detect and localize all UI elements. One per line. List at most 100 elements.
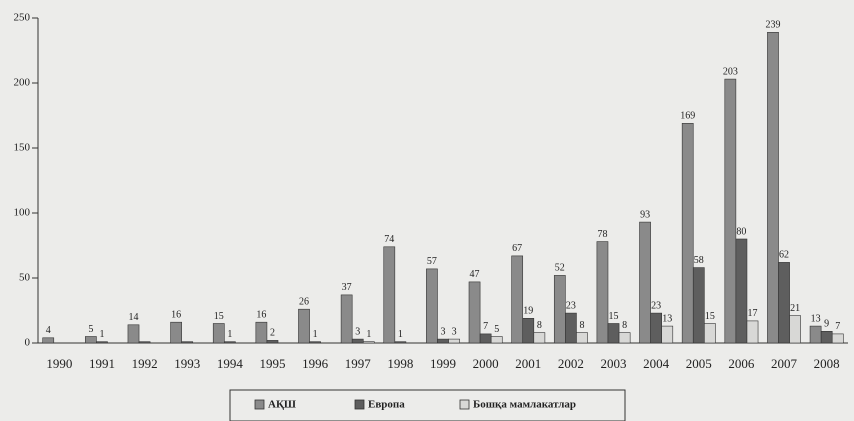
y-tick-label: 50 bbox=[19, 272, 31, 284]
y-tick-label: 250 bbox=[14, 12, 31, 24]
bar bbox=[735, 238, 748, 344]
bar bbox=[394, 341, 407, 344]
x-tick-label: 1999 bbox=[430, 356, 456, 371]
value-label: 80 bbox=[736, 226, 746, 237]
value-label: 169 bbox=[680, 111, 695, 122]
value-label: 21 bbox=[790, 303, 800, 314]
bar bbox=[138, 341, 151, 344]
bar bbox=[576, 332, 588, 344]
bar bbox=[565, 312, 577, 344]
bar bbox=[224, 341, 236, 344]
x-tick-label: 2005 bbox=[686, 356, 712, 371]
y-tick-label: 100 bbox=[14, 207, 31, 219]
x-tick-label: 2004 bbox=[643, 356, 670, 371]
bar bbox=[181, 341, 194, 344]
value-label: 93 bbox=[640, 209, 650, 220]
x-tick-label: 2007 bbox=[771, 356, 798, 371]
y-tick-label: 150 bbox=[14, 142, 31, 154]
value-label: 203 bbox=[723, 66, 738, 77]
x-tick-label: 2000 bbox=[473, 356, 499, 371]
value-label: 3 bbox=[452, 326, 457, 337]
x-tick-label: 2006 bbox=[728, 356, 755, 371]
value-label: 52 bbox=[555, 263, 565, 274]
value-label: 2 bbox=[270, 328, 275, 339]
bar bbox=[661, 325, 674, 344]
value-label: 58 bbox=[694, 255, 704, 266]
value-label: 7 bbox=[483, 321, 488, 332]
legend-label: Европа bbox=[368, 399, 405, 411]
value-label: 8 bbox=[622, 320, 627, 331]
bar bbox=[650, 312, 662, 344]
legend-box bbox=[229, 389, 626, 421]
value-label: 5 bbox=[494, 324, 499, 335]
x-tick-label: 1993 bbox=[174, 356, 200, 371]
value-label: 16 bbox=[256, 309, 266, 320]
bar bbox=[42, 337, 55, 344]
y-tick-label: 200 bbox=[14, 77, 31, 89]
bar bbox=[618, 332, 631, 344]
bar bbox=[767, 31, 779, 344]
value-label: 5 bbox=[88, 324, 93, 335]
bar bbox=[85, 336, 97, 344]
value-label: 7 bbox=[835, 321, 840, 332]
value-label: 15 bbox=[705, 311, 715, 322]
value-label: 62 bbox=[779, 250, 789, 261]
value-label: 1 bbox=[227, 329, 232, 340]
bar bbox=[704, 323, 716, 344]
value-label: 1 bbox=[313, 329, 318, 340]
x-tick-label: 1990 bbox=[46, 356, 72, 371]
value-label: 23 bbox=[566, 300, 576, 311]
bar bbox=[96, 341, 108, 344]
bar bbox=[778, 262, 790, 344]
bar bbox=[553, 275, 566, 344]
bar bbox=[362, 341, 375, 344]
bar bbox=[309, 341, 321, 344]
bar bbox=[639, 221, 651, 344]
value-label: 239 bbox=[765, 20, 780, 31]
bar bbox=[383, 246, 396, 344]
legend-label: Бошқа мамлакатлар bbox=[473, 399, 576, 411]
x-tick-label: 2001 bbox=[515, 356, 541, 371]
bar bbox=[607, 323, 620, 344]
value-label: 8 bbox=[579, 320, 584, 331]
bar bbox=[426, 268, 438, 344]
value-label: 4 bbox=[46, 325, 51, 336]
bar bbox=[522, 317, 535, 344]
value-label: 15 bbox=[609, 311, 619, 322]
value-label: 74 bbox=[384, 234, 394, 245]
bar bbox=[298, 308, 310, 344]
bar bbox=[448, 338, 460, 344]
x-tick-label: 1994 bbox=[217, 356, 244, 371]
bar bbox=[831, 333, 844, 344]
value-label: 13 bbox=[662, 313, 672, 324]
bar bbox=[340, 294, 353, 344]
value-label: 23 bbox=[651, 300, 661, 311]
x-tick-label: 1998 bbox=[387, 356, 413, 371]
value-label: 16 bbox=[171, 309, 181, 320]
x-tick-label: 2008 bbox=[814, 356, 840, 371]
x-tick-label: 2003 bbox=[601, 356, 627, 371]
bar bbox=[351, 338, 364, 344]
legend-label: АҚШ bbox=[268, 399, 296, 411]
value-label: 9 bbox=[824, 319, 829, 330]
bar bbox=[533, 332, 546, 344]
bar bbox=[490, 336, 503, 344]
value-label: 57 bbox=[427, 256, 437, 267]
legend-swatch bbox=[254, 399, 265, 410]
bar bbox=[789, 315, 801, 344]
bar bbox=[746, 320, 759, 344]
value-label: 1 bbox=[398, 329, 403, 340]
bar bbox=[809, 325, 822, 344]
x-tick-label: 1995 bbox=[259, 356, 285, 371]
bar bbox=[511, 255, 524, 344]
bar bbox=[692, 267, 705, 344]
x-tick-label: 1992 bbox=[132, 356, 158, 371]
bar bbox=[468, 281, 481, 344]
bar bbox=[266, 340, 279, 344]
value-label: 8 bbox=[537, 320, 542, 331]
x-tick-label: 2002 bbox=[558, 356, 584, 371]
value-label: 1 bbox=[99, 329, 104, 340]
bar bbox=[437, 338, 449, 344]
x-tick-label: 1996 bbox=[302, 356, 329, 371]
bar bbox=[212, 323, 225, 344]
